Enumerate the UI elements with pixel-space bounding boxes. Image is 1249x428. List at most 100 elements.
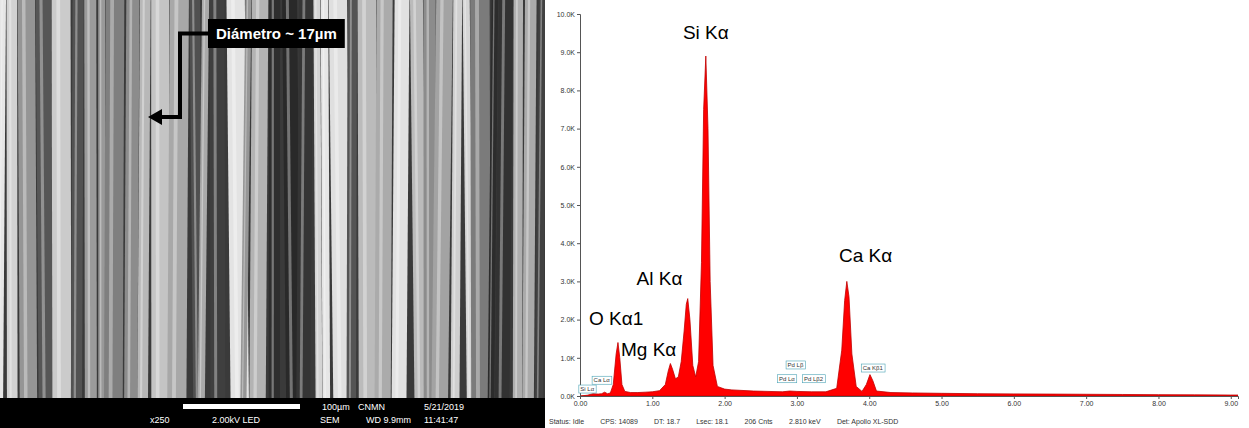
x-tick-mark <box>942 396 943 399</box>
peak-labels: Si KαAl KαO Kα1Mg KαCa Kα <box>589 22 892 360</box>
fiber-highlight <box>454 0 457 398</box>
fiber-highlight <box>350 0 351 398</box>
y-tick-mark <box>577 52 580 53</box>
y-tick: 2.0K <box>561 316 580 323</box>
fiber <box>249 0 268 398</box>
y-tick-label: 5.0K <box>561 202 576 209</box>
y-tick: 7.0K <box>561 125 580 132</box>
y-tick-label: 10.0K <box>557 11 576 18</box>
fiber-highlight <box>364 0 365 398</box>
x-tick: 3.00 <box>791 396 805 407</box>
fiber <box>431 0 452 398</box>
x-tick: 1.00 <box>646 396 660 407</box>
fiber-highlight <box>213 0 217 398</box>
fiber-highlight <box>335 0 340 398</box>
x-tick: 6.00 <box>1008 396 1022 407</box>
fiber-highlight <box>9 0 12 398</box>
fiber <box>535 0 545 398</box>
sem-info-text: 2.00kV LED <box>212 415 261 425</box>
y-tick-mark <box>577 396 580 397</box>
fiber <box>392 0 410 398</box>
fiber-highlight <box>272 0 274 398</box>
y-tick-label: 3.0K <box>561 278 576 285</box>
fiber <box>210 0 226 398</box>
x-tick-label: 2.00 <box>718 400 732 407</box>
fiber-highlight <box>111 0 113 398</box>
line-marker-box <box>777 375 796 383</box>
x-tick-mark <box>869 396 870 399</box>
y-tick: 1.0K <box>561 355 580 362</box>
line-marker-box <box>802 375 825 383</box>
y-tick: 9.0K <box>561 49 580 56</box>
fiber-highlight <box>75 0 77 398</box>
status-text: Det: Apollo XL-SDD <box>837 418 898 426</box>
x-tick-mark <box>1231 396 1232 399</box>
sem-info-text: 100µm <box>322 402 350 412</box>
y-tick-mark <box>577 358 580 359</box>
annotation-arrow-line <box>160 34 208 118</box>
sem-info-text: 11:41:47 <box>424 415 458 425</box>
y-tick-label: 6.0K <box>561 164 576 171</box>
fiber-highlight <box>490 0 494 398</box>
fiber-highlight <box>437 0 442 398</box>
fiber-highlight <box>193 0 197 398</box>
fiber-highlight <box>233 0 237 398</box>
fiber <box>321 0 330 398</box>
fiber-highlight <box>477 0 478 398</box>
y-tick-mark <box>577 281 580 282</box>
fiber-highlight <box>415 0 419 398</box>
status-text: 206 Cnts <box>745 418 774 425</box>
fiber-highlight <box>0 0 2 398</box>
fiber <box>84 0 97 398</box>
x-tick-mark <box>797 396 798 399</box>
fiber-highlight <box>87 0 90 398</box>
line-marker-box <box>786 361 805 369</box>
status-text: CPS: 14089 <box>600 418 638 425</box>
fiber <box>124 0 139 398</box>
y-tick-label: 7.0K <box>561 125 576 132</box>
peak-label: O Kα1 <box>589 308 643 329</box>
fiber <box>52 0 72 398</box>
y-tick-mark <box>577 129 580 130</box>
x-tick-label: 1.00 <box>646 400 660 407</box>
fiber <box>137 0 150 398</box>
fiber <box>375 0 393 398</box>
y-tick-label: 1.0K <box>561 355 576 362</box>
fiber <box>36 0 55 398</box>
figure: Diámetro ~ 17µm100µmCNMN5/21/2019x2502.0… <box>0 0 1249 428</box>
line-marker-box <box>592 376 612 384</box>
sem-info-text: x250 <box>150 415 170 425</box>
x-tick-mark <box>652 396 653 399</box>
x-tick-label: 6.00 <box>1008 400 1022 407</box>
status-text: 2.810 keV <box>789 418 821 425</box>
fiber <box>98 0 105 398</box>
fiber <box>451 0 462 398</box>
x-tick-label: 5.00 <box>935 400 949 407</box>
minor-labels: Si LαCa LαPd LαPd LβPd Lβ2Ca Kβ1 <box>579 361 885 393</box>
sem-info-bar <box>0 398 545 428</box>
x-tick-label: 4.00 <box>863 400 877 407</box>
x-tick: 2.00 <box>718 396 732 407</box>
sem-annotation: Diámetro ~ 17µm <box>148 19 345 125</box>
spectrum-area <box>580 56 1238 396</box>
fiber-highlight <box>323 0 325 398</box>
line-marker-label: Pd Lβ2 <box>804 376 824 382</box>
x-tick-label: 8.00 <box>1152 400 1166 407</box>
annotation-arrowhead <box>148 109 162 125</box>
fiber <box>18 0 38 398</box>
fiber-highlight <box>526 0 529 398</box>
fiber <box>513 0 523 398</box>
peak-label: Ca Kα <box>839 245 892 266</box>
fiber-highlight <box>538 0 542 398</box>
fiber <box>358 0 378 398</box>
annotation-box <box>208 19 345 48</box>
peak-label: Al Kα <box>637 268 683 289</box>
x-axis-line <box>581 397 1239 400</box>
sem-info-text: 5/21/2019 <box>424 402 464 412</box>
fiber-highlight <box>287 0 291 398</box>
line-marker-label: Pd Lα <box>779 376 795 382</box>
fiber-highlight <box>500 0 504 398</box>
y-tick: 5.0K <box>561 202 580 209</box>
line-marker-label: Si Lα <box>580 386 594 392</box>
y-tick-label: 0.0K <box>561 393 576 400</box>
